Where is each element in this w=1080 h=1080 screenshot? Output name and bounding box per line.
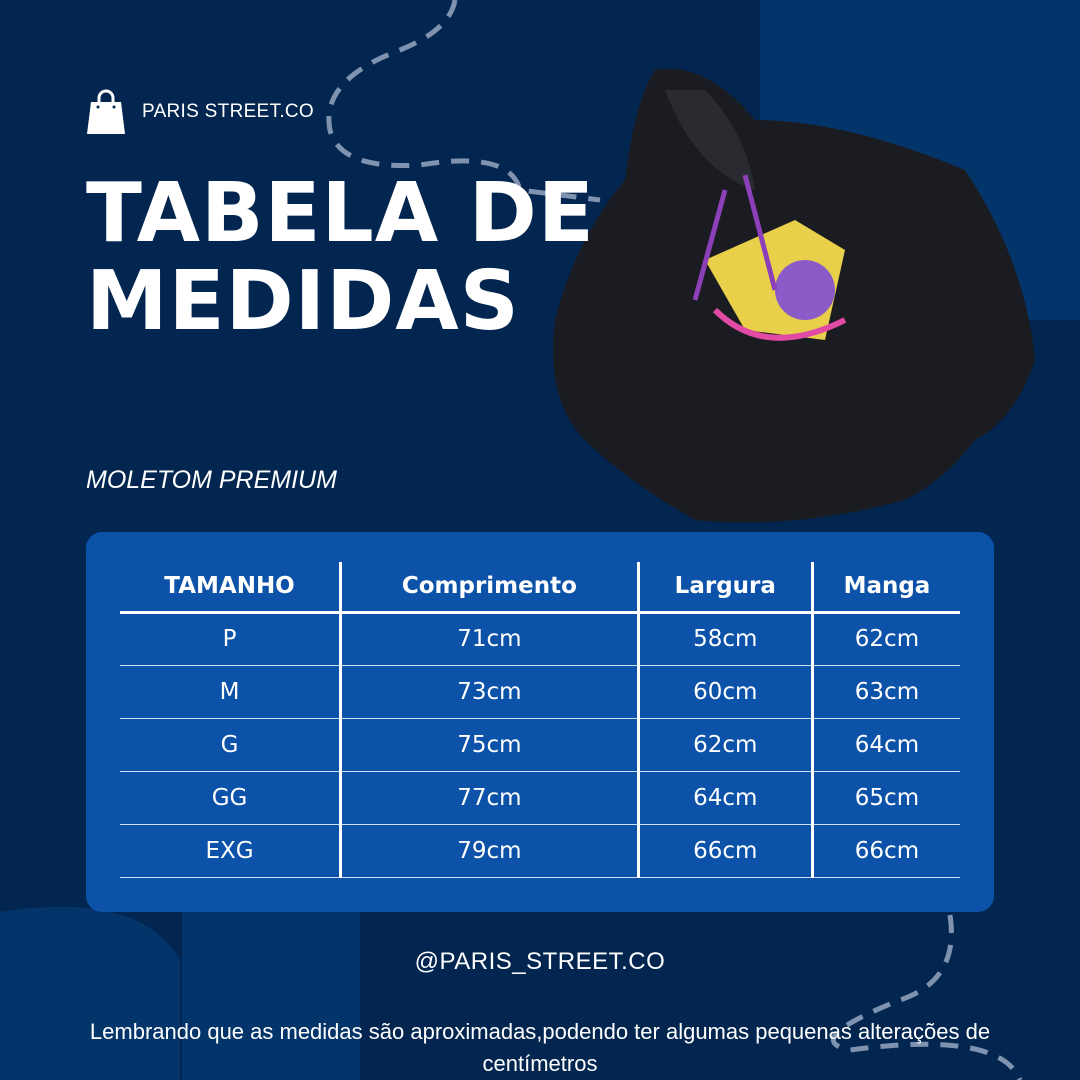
table-cell: 77cm: [339, 771, 639, 825]
table-cell: 58cm: [636, 612, 813, 666]
page-title: TABELA DE MEDIDAS: [86, 170, 595, 346]
table-row: M 73cm 60cm 63cm: [120, 665, 960, 719]
brand-name: PARIS STREET.CO: [142, 101, 315, 122]
disclaimer-note: Lembrando que as medidas são aproximadas…: [89, 1019, 991, 1076]
size-table: TAMANHO Comprimento Largura Manga P 71cm 5…: [120, 562, 960, 878]
table-cell: 75cm: [339, 718, 639, 772]
header-sleeve: Manga: [810, 562, 960, 614]
header-size: TAMANHO: [120, 562, 341, 614]
table-row: P 71cm 58cm 62cm: [120, 612, 960, 666]
table-cell: 60cm: [636, 665, 813, 719]
table-cell: 66cm: [810, 824, 960, 878]
title-line-1: TABELA DE: [86, 166, 595, 261]
table-cell: GG: [120, 771, 341, 825]
table-cell: 66cm: [636, 824, 813, 878]
table-cell: 73cm: [339, 665, 639, 719]
header-width: Largura: [636, 562, 813, 614]
table-cell: 62cm: [810, 612, 960, 666]
size-table-panel: TAMANHO Comprimento Largura Manga P 71cm 5…: [86, 532, 994, 912]
table-row: G 75cm 62cm 64cm: [120, 718, 960, 772]
table-cell: 63cm: [810, 665, 960, 719]
table-cell: 62cm: [636, 718, 813, 772]
table-header-row: TAMANHO Comprimento Largura Manga: [120, 562, 960, 614]
table-row: EXG 79cm 66cm 66cm: [120, 824, 960, 878]
table-cell: 65cm: [810, 771, 960, 825]
table-cell: M: [120, 665, 341, 719]
header-length: Comprimento: [339, 562, 639, 614]
brand: PARIS STREET.CO: [86, 88, 314, 136]
hoodie-image: [553, 68, 1035, 523]
instagram-handle: @PARIS_STREET.CO: [414, 948, 666, 975]
table-row: GG 77cm 64cm 65cm: [120, 771, 960, 825]
table-cell: 71cm: [339, 612, 639, 666]
table-cell: 64cm: [636, 771, 813, 825]
title-line-2: MEDIDAS: [86, 254, 520, 349]
table-cell: G: [120, 718, 341, 772]
table-cell: 64cm: [810, 718, 960, 772]
shopping-bag-icon: [87, 89, 125, 134]
product-subtitle: MOLETOM PREMIUM: [86, 466, 337, 494]
table-cell: 79cm: [339, 824, 639, 878]
table-cell: EXG: [120, 824, 341, 878]
table-cell: P: [120, 612, 341, 666]
